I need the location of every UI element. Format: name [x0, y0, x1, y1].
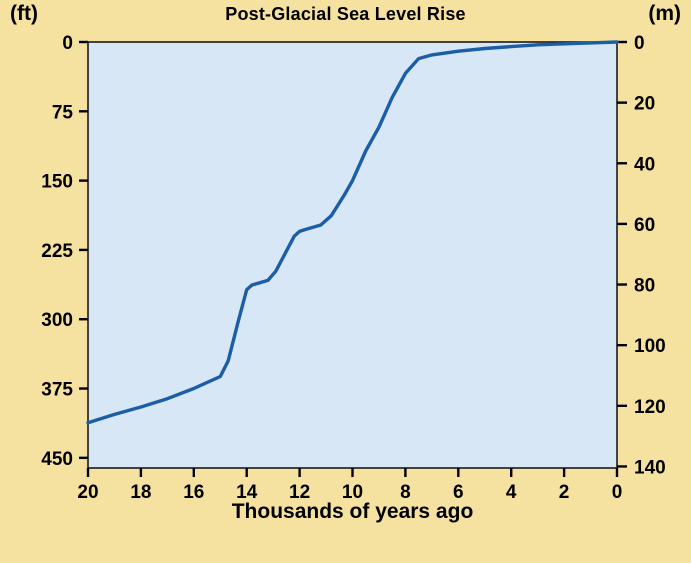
left-tick-label: 225	[41, 241, 73, 262]
right-tick-label: 140	[634, 457, 666, 478]
right-tick-label: 0	[634, 33, 645, 54]
x-tick-label: 0	[612, 482, 623, 503]
right-tick-label: 120	[634, 397, 666, 418]
right-tick-label: 100	[634, 336, 666, 357]
left-tick-label: 300	[41, 310, 73, 331]
left-tick-label: 450	[41, 449, 73, 470]
left-tick-label: 150	[41, 172, 73, 193]
right-tick-label: 80	[634, 276, 655, 297]
x-tick-label: 6	[453, 482, 464, 503]
x-tick-label: 2	[559, 482, 570, 503]
x-tick-label: 18	[130, 482, 151, 503]
x-tick-label: 12	[289, 482, 310, 503]
chart-title: Post-Glacial Sea Level Rise	[225, 4, 466, 24]
left-axis-unit-label: (ft)	[10, 2, 38, 25]
x-tick-label: 8	[400, 482, 411, 503]
left-tick-label: 0	[62, 33, 73, 54]
x-axis-title: Thousands of years ago	[231, 500, 474, 523]
x-tick-label: 14	[236, 482, 258, 503]
x-tick-label: 4	[506, 482, 517, 503]
left-tick-label: 75	[52, 102, 74, 123]
right-tick-label: 40	[634, 154, 655, 175]
right-axis-unit-label: (m)	[648, 2, 681, 25]
x-tick-label: 20	[77, 482, 98, 503]
plot-area	[87, 41, 618, 469]
sea-level-line	[86, 40, 619, 425]
x-tick-label: 10	[342, 482, 363, 503]
right-tick-label: 20	[634, 94, 655, 115]
x-tick-label: 16	[183, 482, 204, 503]
left-tick-label: 375	[41, 380, 73, 401]
right-tick-label: 60	[634, 215, 655, 236]
